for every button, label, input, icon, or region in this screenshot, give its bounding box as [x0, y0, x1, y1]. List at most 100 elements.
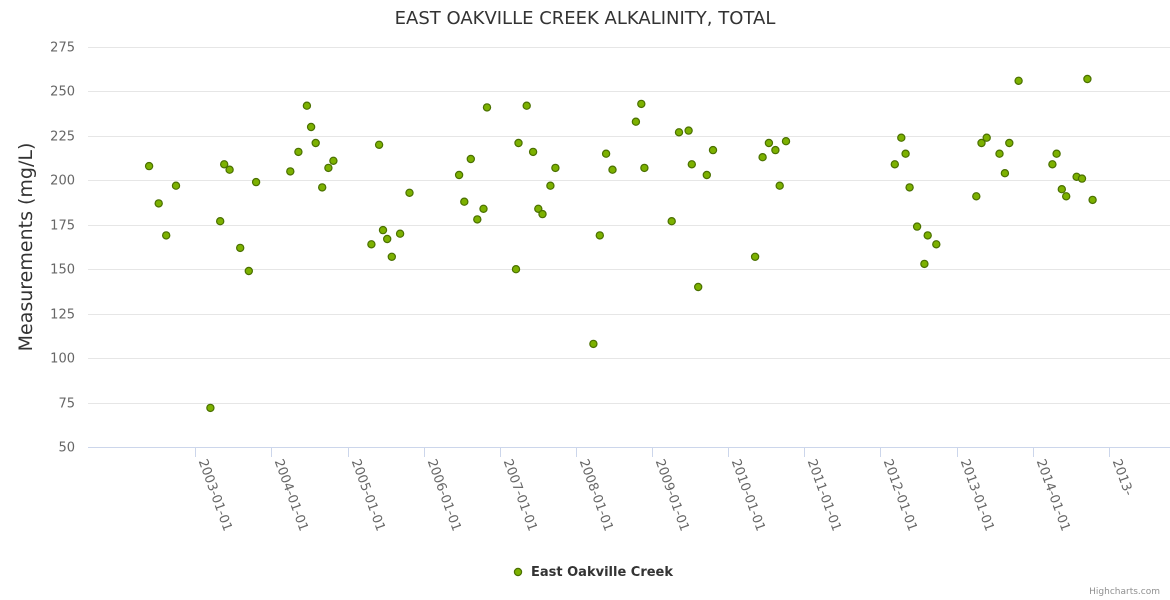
- data-point[interactable]: [1088, 195, 1097, 205]
- data-point[interactable]: [758, 152, 767, 162]
- data-point[interactable]: [674, 128, 684, 137]
- data-point[interactable]: [383, 234, 392, 244]
- data-point[interactable]: [764, 138, 774, 148]
- data-point[interactable]: [511, 265, 521, 274]
- data-point[interactable]: [708, 145, 718, 155]
- data-point[interactable]: [286, 167, 295, 176]
- data-point[interactable]: [595, 231, 605, 240]
- data-point[interactable]: [473, 215, 482, 224]
- x-tick-label: 2009-01-01: [652, 457, 692, 533]
- data-point[interactable]: [1061, 192, 1071, 201]
- data-point[interactable]: [306, 122, 316, 132]
- data-point[interactable]: [905, 183, 914, 192]
- data-point[interactable]: [482, 103, 492, 112]
- data-point[interactable]: [225, 165, 234, 174]
- data-point[interactable]: [637, 99, 646, 109]
- data-point[interactable]: [702, 170, 712, 180]
- x-tick-label: 2003-01-01: [195, 457, 235, 533]
- data-point[interactable]: [920, 259, 929, 269]
- data-point[interactable]: [1005, 138, 1014, 148]
- x-tick-label: 2011-01-01: [804, 457, 844, 533]
- data-point[interactable]: [972, 192, 981, 201]
- data-point[interactable]: [589, 339, 598, 349]
- data-point[interactable]: [932, 240, 941, 249]
- data-point[interactable]: [1077, 174, 1087, 183]
- data-point[interactable]: [771, 145, 780, 155]
- data-point[interactable]: [684, 126, 693, 135]
- x-axis-ticks: 2003-01-01 2004-01-01 2005-01-01 2006-01-01…: [195, 447, 1136, 533]
- data-point[interactable]: [479, 204, 488, 213]
- data-point[interactable]: [387, 252, 396, 261]
- data-point[interactable]: [1000, 168, 1010, 178]
- data-point[interactable]: [546, 181, 555, 190]
- data-point[interactable]: [912, 222, 922, 231]
- data-point[interactable]: [640, 163, 649, 173]
- data-point[interactable]: [514, 138, 523, 148]
- y-tick-label: 125: [50, 308, 75, 323]
- data-point[interactable]: [538, 209, 547, 219]
- x-tick-label: 2007-01-01: [500, 457, 540, 533]
- data-point[interactable]: [551, 163, 560, 173]
- data-point[interactable]: [206, 403, 215, 413]
- data-point[interactable]: [244, 266, 253, 276]
- data-point[interactable]: [781, 136, 791, 146]
- data-point[interactable]: [1083, 74, 1092, 84]
- data-point[interactable]: [161, 231, 171, 240]
- data-point[interactable]: [1057, 184, 1067, 194]
- data-point[interactable]: [923, 231, 932, 240]
- data-point[interactable]: [302, 101, 312, 110]
- data-point[interactable]: [890, 160, 900, 169]
- data-point[interactable]: [750, 252, 760, 261]
- x-tick-label: 2005-01-01: [348, 457, 388, 533]
- data-point[interactable]: [1014, 76, 1023, 86]
- data-point[interactable]: [235, 243, 245, 253]
- data-point[interactable]: [631, 117, 641, 126]
- data-point[interactable]: [694, 282, 703, 292]
- legend-label[interactable]: East Oakville Creek: [531, 565, 673, 580]
- data-point[interactable]: [367, 240, 376, 249]
- data-point[interactable]: [460, 197, 469, 206]
- data-point[interactable]: [219, 160, 229, 169]
- data-point[interactable]: [897, 133, 906, 142]
- data-point[interactable]: [374, 140, 384, 149]
- data-point[interactable]: [601, 149, 611, 158]
- data-point[interactable]: [251, 177, 261, 187]
- data-point[interactable]: [1048, 160, 1057, 169]
- data-point[interactable]: [311, 138, 320, 148]
- credits-link[interactable]: Highcharts.com: [1089, 587, 1160, 597]
- data-point[interactable]: [687, 160, 697, 169]
- data-point[interactable]: [667, 216, 676, 226]
- data-point[interactable]: [982, 133, 991, 142]
- y-tick-label: 75: [58, 397, 75, 412]
- data-point[interactable]: [405, 188, 414, 197]
- data-point[interactable]: [144, 161, 154, 171]
- data-point[interactable]: [977, 138, 986, 148]
- data-point[interactable]: [522, 101, 531, 110]
- y-tick-label: 250: [50, 85, 75, 100]
- data-point[interactable]: [329, 156, 338, 165]
- data-point[interactable]: [534, 204, 543, 213]
- data-point[interactable]: [154, 199, 163, 208]
- data-point[interactable]: [324, 163, 333, 173]
- data-point[interactable]: [995, 149, 1004, 158]
- data-point[interactable]: [1052, 149, 1061, 158]
- data-point[interactable]: [318, 183, 327, 192]
- data-point[interactable]: [215, 216, 225, 226]
- data-point[interactable]: [294, 147, 303, 157]
- data-point[interactable]: [395, 229, 405, 238]
- data-point[interactable]: [775, 181, 784, 190]
- x-tick-label: 2012-01-01: [880, 457, 920, 533]
- y-tick-label: 175: [50, 219, 75, 234]
- data-point[interactable]: [171, 181, 181, 190]
- data-point[interactable]: [466, 154, 475, 164]
- y-tick-label: 200: [50, 174, 75, 189]
- data-point[interactable]: [608, 165, 617, 174]
- data-point[interactable]: [378, 225, 388, 235]
- x-tick-label: 2004-01-01: [271, 457, 311, 533]
- legend[interactable]: East Oakville Creek: [513, 565, 673, 580]
- data-point[interactable]: [528, 147, 538, 157]
- data-point[interactable]: [901, 149, 910, 158]
- legend-marker-icon: [513, 567, 523, 577]
- data-point[interactable]: [454, 170, 464, 180]
